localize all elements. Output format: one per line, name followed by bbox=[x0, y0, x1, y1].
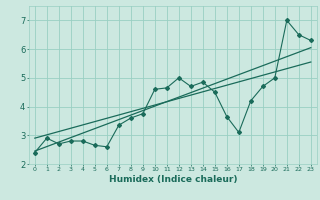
X-axis label: Humidex (Indice chaleur): Humidex (Indice chaleur) bbox=[108, 175, 237, 184]
